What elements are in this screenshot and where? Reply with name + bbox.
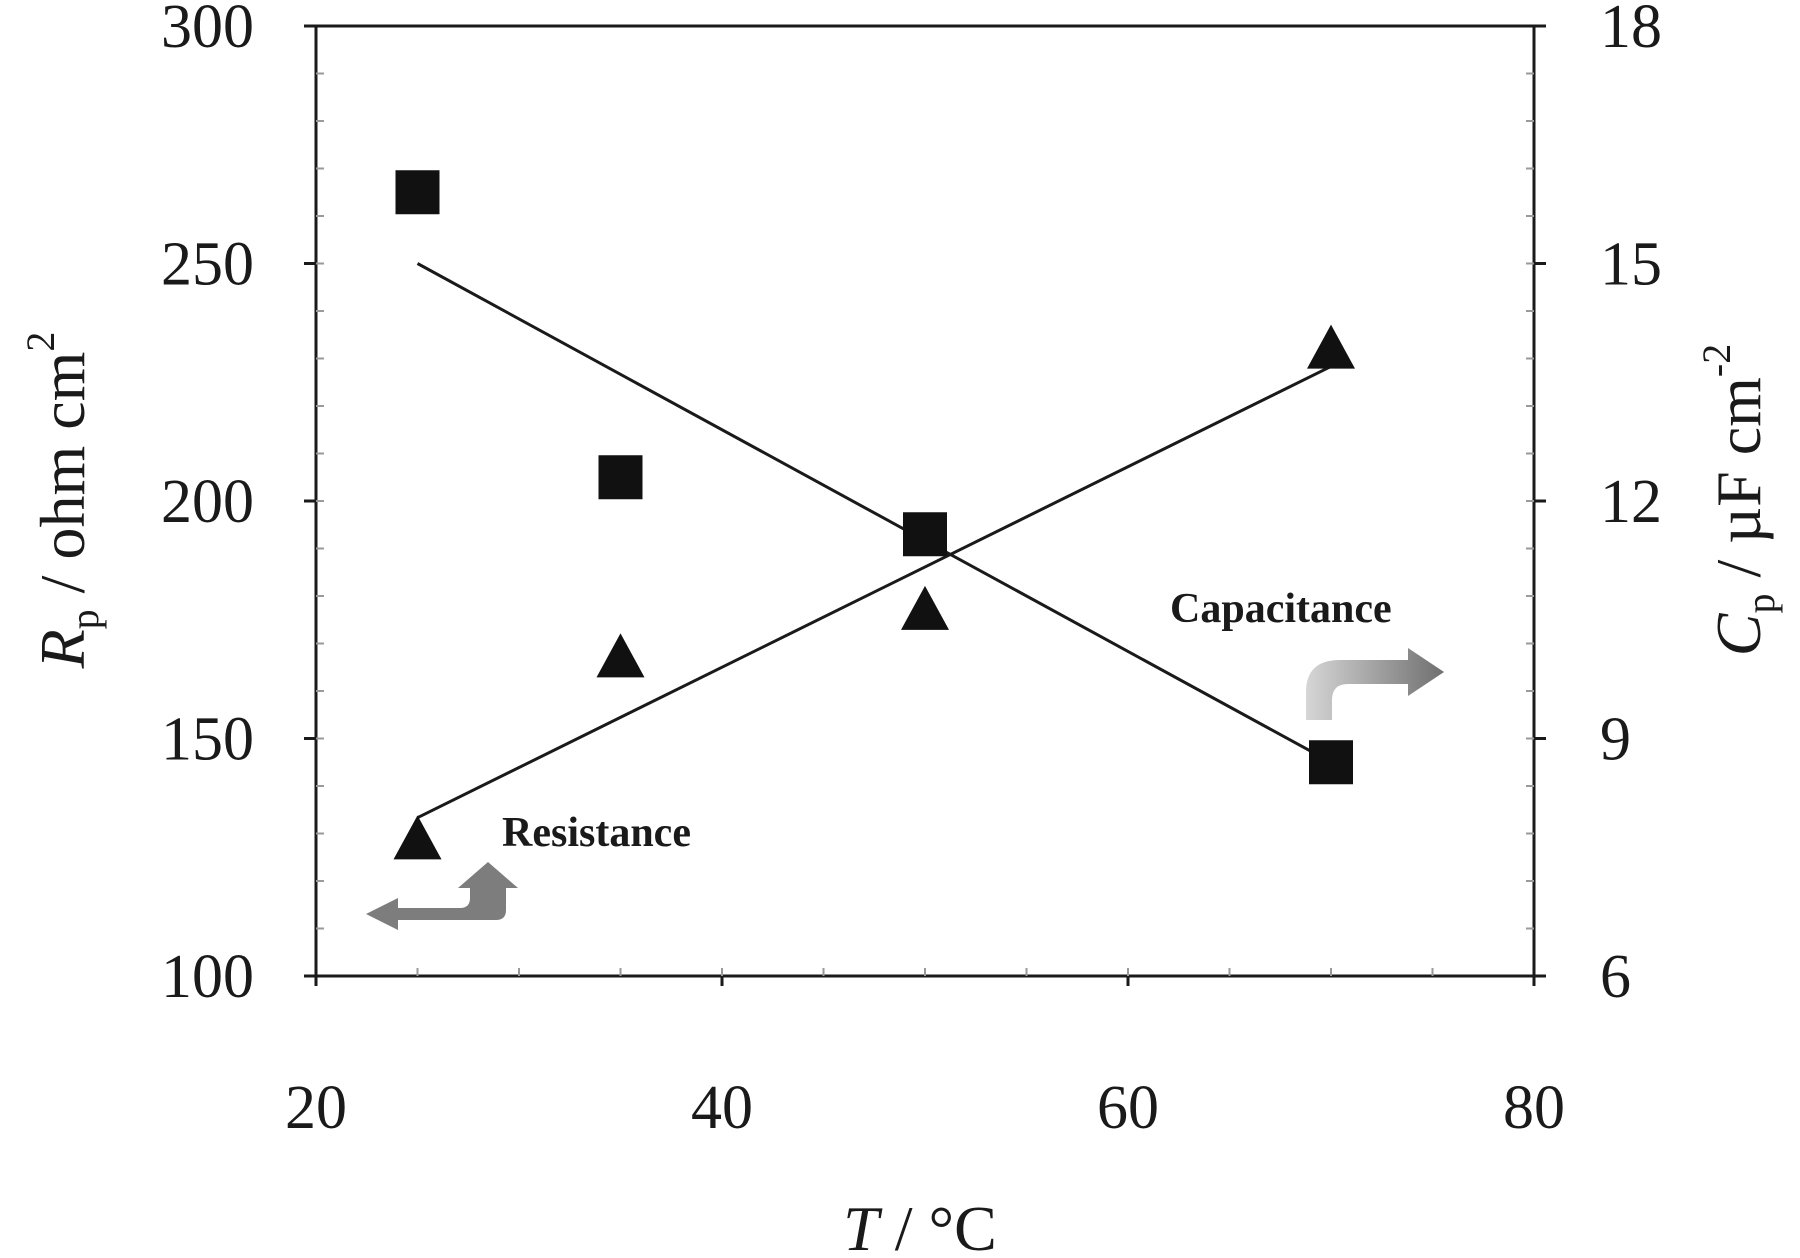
annotation-resistance: Resistance xyxy=(502,810,691,856)
y-left-tick-label: 200 xyxy=(161,468,254,536)
x-tick-label: 20 xyxy=(285,1074,347,1142)
y-axis-right: 6 9 12 15 18 xyxy=(1534,0,1662,1011)
resistance-point xyxy=(903,512,947,557)
capacitance-point xyxy=(901,585,949,630)
x-tick-label: 60 xyxy=(1097,1074,1159,1142)
y-axis-right-title: Cp / µF cm-2 xyxy=(1694,344,1783,656)
fit-lines xyxy=(416,262,1332,820)
y-right-tick-label: 18 xyxy=(1600,0,1662,61)
plot-frame xyxy=(314,24,1536,978)
x-tick-label: 80 xyxy=(1503,1074,1565,1142)
y-right-tick-label: 6 xyxy=(1600,943,1631,1011)
resistance-point xyxy=(598,455,643,500)
x-tick-label: 40 xyxy=(691,1074,753,1142)
y-left-tick-label: 150 xyxy=(161,706,254,774)
capacitance-point xyxy=(1307,324,1355,369)
y-left-tick-label: 250 xyxy=(161,231,254,299)
y-axis-left-title: Rp / ohm cm2 xyxy=(18,332,107,670)
x-axis-title: T / °C xyxy=(843,1193,997,1258)
capacitance-fit-line xyxy=(416,365,1332,820)
capacitance-point xyxy=(596,633,645,678)
capacitance-point xyxy=(393,815,442,860)
resistance-point xyxy=(395,170,440,215)
minor-ticks xyxy=(316,72,1534,976)
y-right-tick-label: 15 xyxy=(1600,231,1662,299)
y-left-tick-label: 100 xyxy=(161,943,254,1011)
data-markers xyxy=(393,170,1355,860)
resistance-point xyxy=(1309,740,1353,785)
x-axis: 20 40 60 80 xyxy=(285,976,1565,1142)
resistance-arrow-icon xyxy=(366,862,518,930)
capacitance-arrow-icon xyxy=(1306,648,1444,720)
y-left-tick-label: 300 xyxy=(161,0,254,61)
y-right-tick-label: 12 xyxy=(1600,468,1662,536)
annotation-capacitance: Capacitance xyxy=(1170,586,1392,632)
y-axis-left: 100 150 200 250 300 xyxy=(161,0,316,1011)
y-right-tick-label: 9 xyxy=(1600,706,1631,774)
resistance-fit-line xyxy=(416,262,1332,764)
